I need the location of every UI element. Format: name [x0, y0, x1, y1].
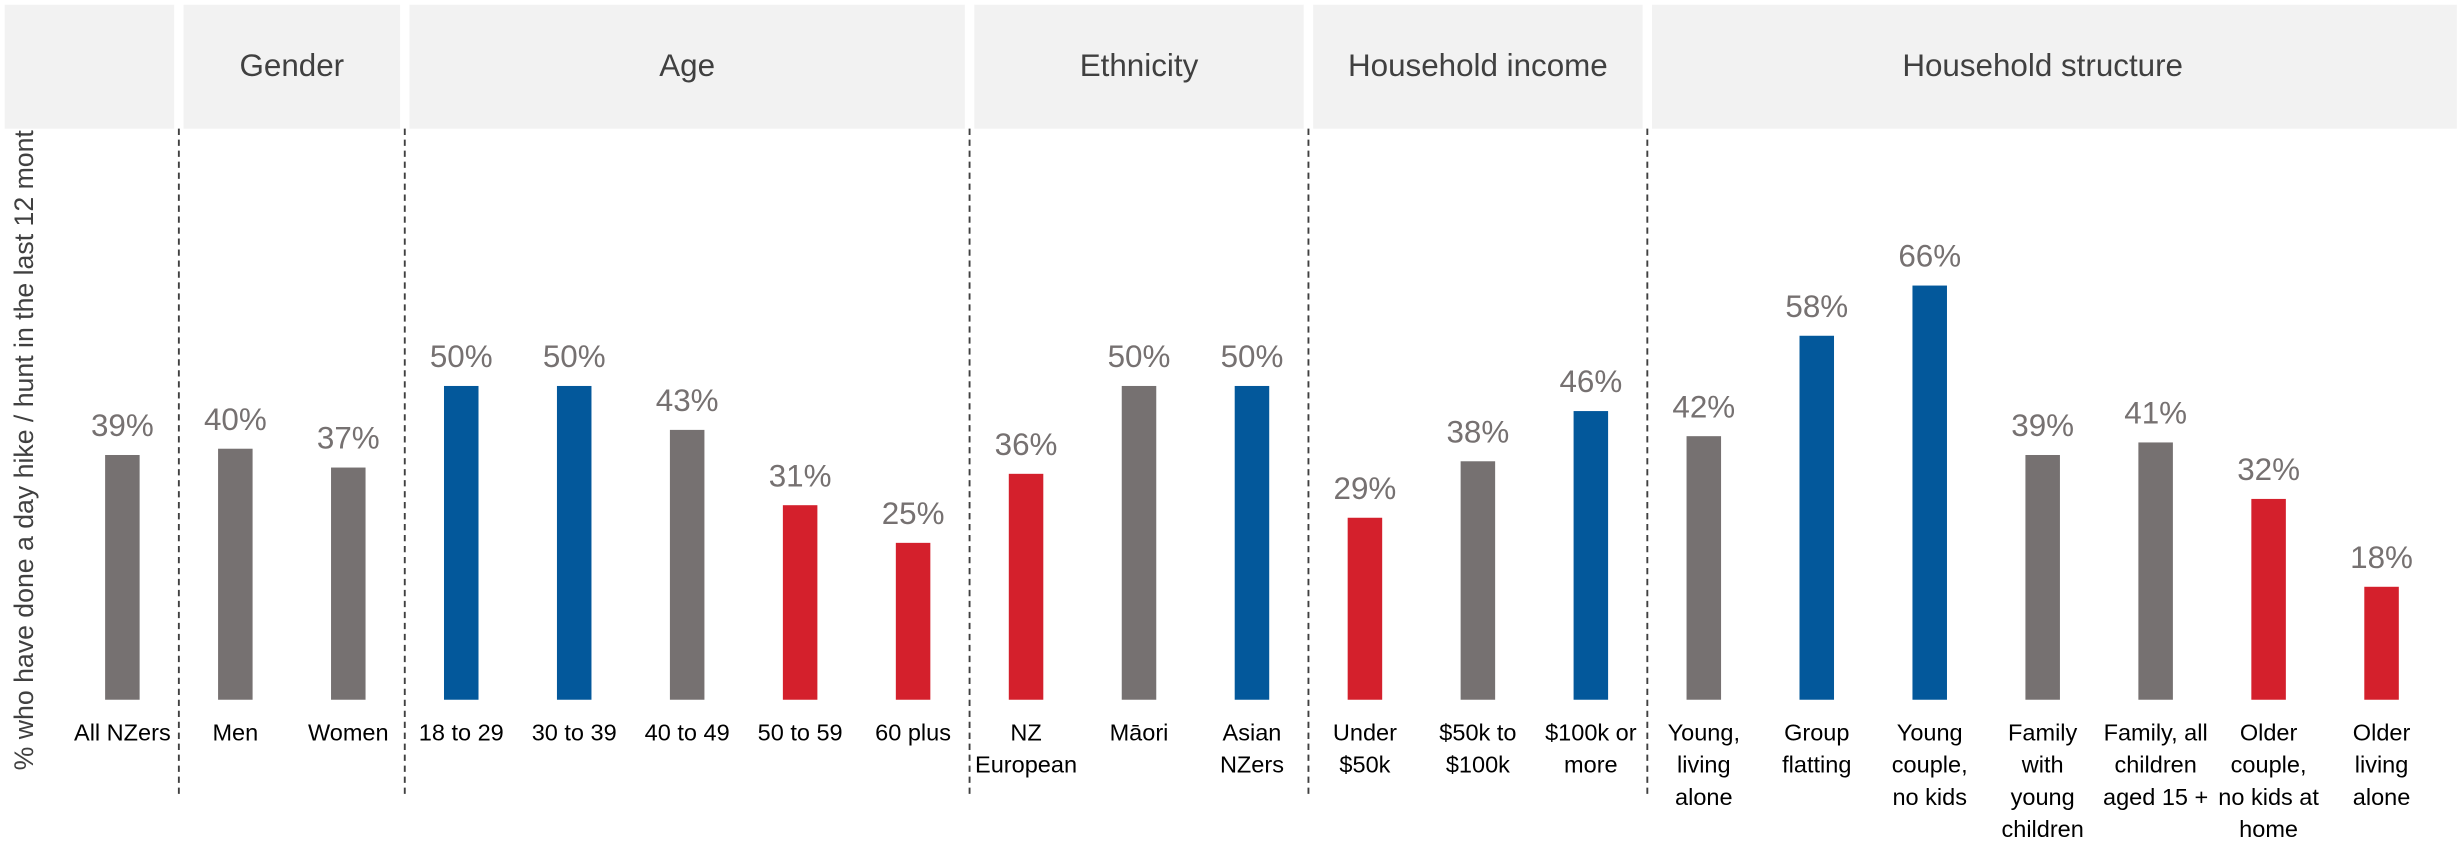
value-label: 36% [995, 427, 1058, 462]
x-tick-label: $50k to $100k [1439, 720, 1516, 778]
bar [669, 429, 705, 700]
x-tick-label: All NZers [74, 720, 171, 746]
group-header: Gender [240, 48, 345, 83]
value-label: 58% [1785, 289, 1848, 324]
value-label: 66% [1898, 239, 1961, 274]
bar [2138, 442, 2173, 700]
bar [218, 448, 253, 700]
x-tick-label: Young couple, no kids [1892, 720, 1968, 810]
value-label: 39% [2011, 408, 2074, 443]
group-header-panel [183, 4, 401, 129]
x-tick-label: 40 to 49 [645, 720, 730, 746]
bar [556, 385, 592, 700]
x-tick-label: Under $50k [1333, 720, 1397, 778]
value-label: 39% [91, 408, 154, 443]
group-header-panel [4, 4, 175, 129]
bar [1799, 335, 1835, 700]
bar [782, 505, 818, 700]
bar [1573, 411, 1609, 700]
value-label: 41% [2124, 396, 2187, 431]
value-label: 38% [1446, 414, 1509, 449]
group-header: Age [659, 48, 715, 83]
x-tick-label: Asian NZers [1220, 720, 1284, 778]
x-tick-label: Older couple, no kids at home [2218, 720, 2319, 842]
bar [1008, 473, 1044, 700]
bar [1460, 461, 1496, 700]
x-tick-label: $100k or more [1545, 720, 1637, 778]
value-label: 37% [317, 421, 380, 456]
value-label: 50% [1108, 339, 1171, 374]
x-tick-label: Men [212, 720, 258, 746]
group-header: Household income [1348, 48, 1608, 83]
group-header-panel [1652, 4, 2457, 129]
value-label: 40% [204, 402, 267, 437]
bar [1347, 517, 1383, 700]
x-tick-label: Group flatting [1782, 720, 1851, 778]
value-label: 43% [656, 383, 719, 418]
x-tick-label: Older living alone [2353, 720, 2411, 810]
value-label: 42% [1672, 389, 1735, 424]
bar [2251, 498, 2286, 700]
bar [1121, 385, 1157, 700]
bar [443, 385, 479, 700]
value-label: 31% [769, 458, 832, 493]
value-label: 46% [1559, 364, 1622, 399]
y-axis-label: % who have done a day hike / hunt in the… [9, 102, 39, 770]
bar [2364, 586, 2399, 700]
x-tick-label: 60 plus [875, 720, 951, 746]
value-label: 50% [430, 339, 493, 374]
value-label: 25% [882, 496, 945, 531]
value-label: 18% [2350, 540, 2413, 575]
x-tick-label: Family with young children [2001, 720, 2083, 842]
bar [105, 454, 140, 700]
value-label: 50% [543, 339, 606, 374]
bar [1234, 385, 1270, 700]
x-tick-label: Māori [1110, 720, 1169, 746]
bar [2025, 454, 2060, 700]
group-header: Ethnicity [1080, 48, 1199, 83]
bar [331, 467, 366, 700]
group-header-panel [409, 4, 965, 129]
group-header-panel [974, 4, 1304, 129]
group-header-panel [1313, 4, 1643, 129]
bar [1912, 285, 1947, 700]
x-tick-label: NZ European [975, 720, 1077, 778]
x-tick-label: Family, all children aged 15 + [2103, 720, 2208, 810]
x-tick-label: Women [308, 720, 389, 746]
x-tick-label: Young, living alone [1668, 720, 1740, 810]
x-tick-label: 50 to 59 [758, 720, 843, 746]
value-label: 29% [1334, 471, 1397, 506]
value-label: 32% [2237, 452, 2300, 487]
bar [895, 542, 931, 700]
x-tick-label: 30 to 39 [532, 720, 617, 746]
value-label: 50% [1221, 339, 1284, 374]
bar [1686, 436, 1722, 700]
x-tick-label: 18 to 29 [419, 720, 504, 746]
group-header: Household structure [1902, 48, 2183, 83]
